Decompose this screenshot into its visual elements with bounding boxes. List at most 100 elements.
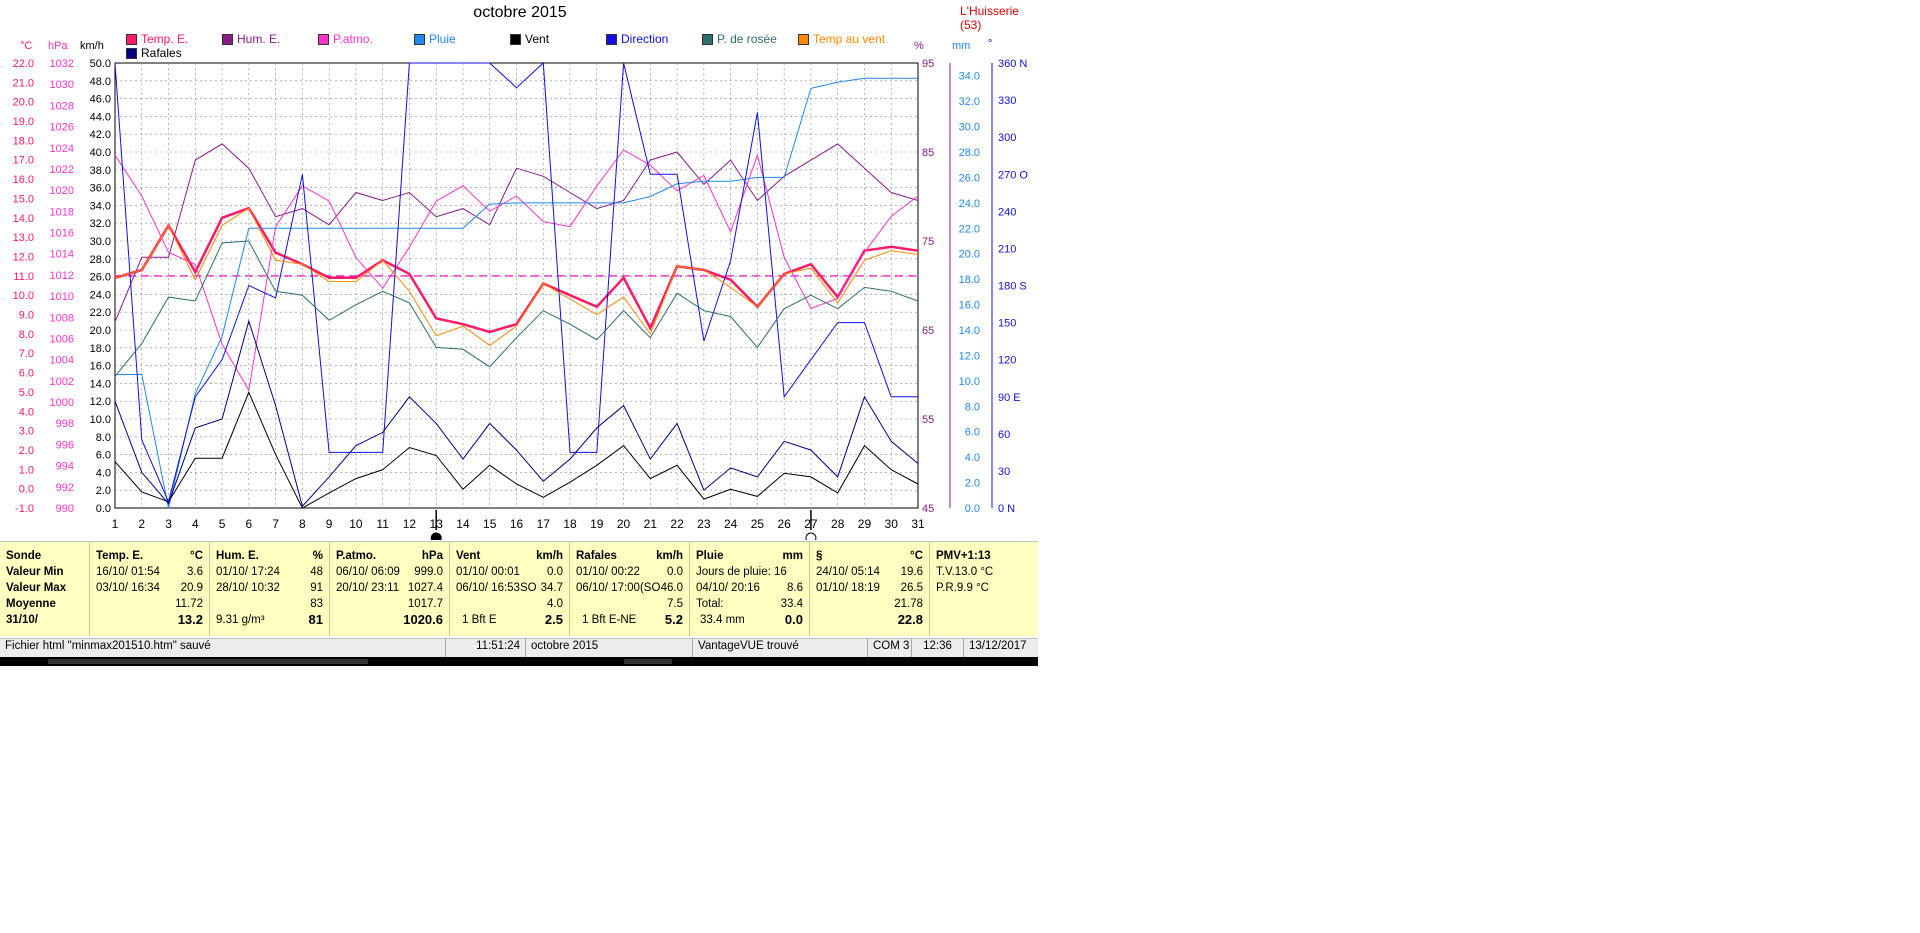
stats-col-rafales: Rafales km/h 01/10/ 00:22 0.0 06/10/ 17:00… — [570, 542, 690, 636]
legend-label: Pluie — [429, 32, 456, 46]
stats-value: 20.9 — [180, 582, 203, 594]
tick-label-dir: 150 — [998, 318, 1016, 330]
tick-label-wind: 16.0 — [90, 361, 111, 373]
stats-value: 1027.4 — [407, 582, 443, 594]
stats-value: 0.0 — [784, 612, 803, 627]
stats-cell: 06/10/ 17:00(SO — [576, 582, 661, 594]
tick-label-press: 1012 — [50, 270, 74, 282]
tick-label-x: 4 — [192, 517, 199, 531]
tick-label-temp: 16.0 — [13, 174, 34, 186]
legend-tempvent[interactable]: Temp au vent — [798, 32, 885, 46]
stats-value: 8.6 — [787, 582, 803, 594]
stats-value: 7.5 — [667, 598, 683, 610]
legend-pluie[interactable]: Pluie — [414, 32, 456, 46]
tick-label-temp: 21.0 — [13, 77, 34, 89]
tick-label-wind: 18.0 — [90, 343, 111, 355]
tick-label-dir: 90 E — [998, 392, 1021, 404]
legend-patmo[interactable]: P.atmo. — [318, 32, 373, 46]
legend-rosee[interactable]: P. de rosée — [702, 32, 777, 46]
tick-label-dir: 30 — [998, 466, 1010, 478]
stats-value: 1020.6 — [403, 612, 443, 627]
tick-label-x: 7 — [272, 517, 279, 531]
tick-label-rain: 34.0 — [959, 71, 980, 83]
tick-label-rain: 22.0 — [959, 223, 980, 235]
tick-label-wind: 24.0 — [90, 289, 111, 301]
tick-label-rain: 12.0 — [959, 350, 980, 362]
stats-value: 91 — [310, 582, 323, 594]
stats-value: 2.5 — [544, 612, 563, 627]
stats-col-title: Temp. E. — [96, 550, 144, 562]
tick-label-temp: 12.0 — [13, 251, 34, 263]
stats-col-unit: °C — [190, 550, 203, 562]
unit-press: hPa — [48, 40, 68, 52]
stats-label: Valeur Min — [6, 566, 64, 578]
unit-dir: ° — [988, 38, 993, 50]
stats-cell: 24/10/ 05:14 — [816, 566, 880, 578]
tick-label-x: 14 — [456, 517, 470, 531]
tick-label-wind: 50.0 — [90, 58, 111, 70]
tick-label-rain: 2.0 — [965, 478, 980, 490]
stats-value: 22.8 — [897, 612, 923, 627]
scroll-thumb[interactable] — [624, 659, 672, 664]
stats-labels: Sonde Valeur Min Valeur Max Moyenne 31/1… — [0, 542, 90, 636]
stats-col-title: PMV+1:13 — [936, 550, 991, 562]
tick-label-hum: 95 — [922, 58, 934, 70]
tick-label-x: 16 — [510, 517, 524, 531]
legend-label: P. de rosée — [717, 32, 777, 46]
stats-cell: 1 Bft E — [462, 614, 497, 626]
tick-label-press: 994 — [56, 461, 74, 473]
stats-cell: 06/10/ 16:53SO — [456, 582, 537, 594]
legend-hum[interactable]: Hum. E. — [222, 32, 280, 46]
legend-swatch-patmo — [318, 33, 329, 45]
legend-direction[interactable]: Direction — [606, 32, 668, 46]
status-bar: Fichier html "minmax201510.htm" sauvé 11… — [0, 638, 1038, 657]
weather-chart: 22.021.020.019.018.017.016.015.014.013.0… — [13, 58, 1028, 540]
stats-value: 26.5 — [900, 582, 923, 594]
tick-label-press: 1014 — [50, 249, 74, 261]
tick-label-dir: 300 — [998, 132, 1016, 144]
tick-label-x: 3 — [165, 517, 172, 531]
stats-col-pmv: PMV+1:13 T.V.13.0 °C P.R.9.9 °C — [930, 542, 1038, 636]
legend-temp[interactable]: Temp. E. — [126, 32, 188, 46]
tick-label-press: 1026 — [50, 122, 74, 134]
stats-col-section: § °C 24/10/ 05:14 19.6 01/10/ 18:19 26.5 21… — [810, 542, 930, 636]
stats-value: 11.72 — [175, 598, 203, 610]
stats-cell: 9.31 g/m³ — [216, 614, 265, 626]
series-line-rafales — [114, 319, 919, 508]
stats-value: 33.4 — [780, 598, 803, 610]
status-file: Fichier html "minmax201510.htm" sauvé — [0, 639, 446, 657]
tick-label-rain: 4.0 — [965, 452, 980, 464]
tick-label-x: 6 — [245, 517, 252, 531]
stats-value: 19.6 — [900, 566, 923, 578]
tick-label-rain: 32.0 — [959, 96, 980, 108]
tick-label-rain: 18.0 — [959, 274, 980, 286]
legend-vent[interactable]: Vent — [510, 32, 549, 46]
series-line-pluie — [115, 77, 918, 509]
tick-label-temp: 22.0 — [13, 58, 34, 70]
stats-cell: Jours de pluie: 16 — [696, 566, 787, 578]
stats-value: 46.0 — [660, 582, 683, 594]
legend-swatch-rafales — [126, 47, 137, 59]
tick-label-temp: 18.0 — [13, 135, 34, 147]
tick-label-press: 1006 — [50, 333, 74, 345]
tick-label-temp: -1.0 — [15, 503, 34, 515]
tick-label-x: 12 — [403, 517, 417, 531]
tick-label-wind: 6.0 — [96, 450, 111, 462]
legend-rafales[interactable]: Rafales — [126, 46, 182, 60]
scroll-bar[interactable] — [0, 657, 1038, 666]
tick-label-press: 990 — [56, 503, 74, 515]
series-line-temp-au-vent — [114, 207, 919, 347]
stats-value: 5.2 — [664, 612, 683, 627]
tick-label-temp: 10.0 — [13, 290, 34, 302]
stats-value: 4.0 — [547, 598, 563, 610]
stats-col-title: Rafales — [576, 550, 617, 562]
tick-label-press: 1000 — [50, 397, 74, 409]
tick-label-dir: 240 — [998, 206, 1016, 218]
tick-label-wind: 4.0 — [96, 467, 111, 479]
tick-label-press: 992 — [56, 482, 74, 494]
tick-label-hum: 45 — [922, 503, 934, 515]
scroll-thumb[interactable] — [48, 659, 368, 664]
tick-label-wind: 10.0 — [90, 414, 111, 426]
stats-label: Valeur Max — [6, 582, 67, 594]
tick-label-temp: 8.0 — [19, 329, 34, 341]
